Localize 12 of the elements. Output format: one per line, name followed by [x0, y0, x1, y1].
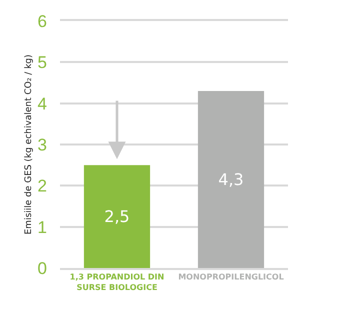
y-tick-label: 6: [38, 12, 47, 31]
y-tick-label: 4: [38, 94, 47, 114]
data-label: 2,5: [104, 207, 130, 226]
y-tick-label: 2: [38, 176, 47, 196]
y-tick-label: 5: [38, 53, 47, 72]
y-tick-label: 0: [38, 258, 47, 278]
y-axis-title: Emisiile de GES (kg echivalent CO₂ / kg): [24, 54, 34, 235]
x-tick-label: 1,3 PROPANDIOL DIN SURSE BIOLOGICE: [70, 272, 164, 292]
data-label: 4,3: [218, 170, 244, 189]
y-tick-label: 3: [38, 135, 47, 154]
x-tick-label: MONOPROPILENGLICOL: [178, 272, 284, 282]
y-tick-label: 1: [38, 218, 47, 237]
